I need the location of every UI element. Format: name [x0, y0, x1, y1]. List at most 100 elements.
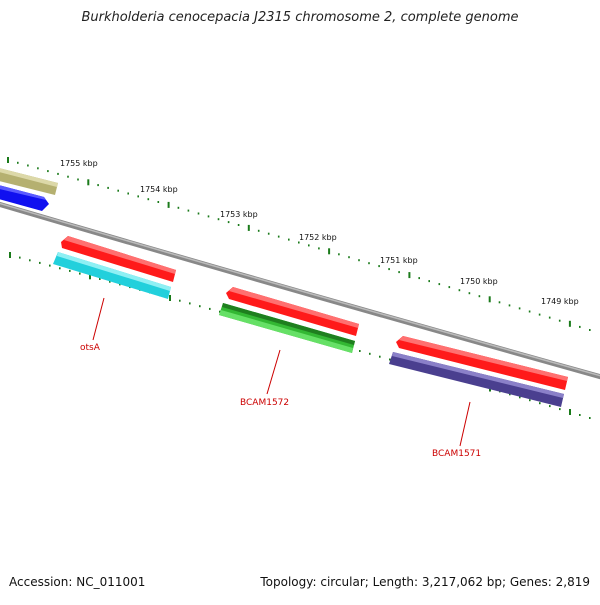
minor-tick-mark	[458, 289, 461, 292]
gene-feature-otsA-red[interactable]	[61, 236, 176, 282]
minor-tick-mark	[379, 355, 381, 358]
minor-tick-mark	[77, 178, 79, 181]
gene-feature-bcam1571-purple[interactable]	[389, 352, 564, 407]
minor-tick-mark	[528, 310, 531, 313]
tick-label: 1754 kbp	[140, 185, 178, 194]
minor-tick-mark	[498, 301, 501, 304]
minor-tick-mark	[59, 267, 61, 270]
minor-tick-mark	[448, 286, 451, 289]
minor-tick-mark	[107, 186, 109, 189]
minor-tick-mark	[288, 238, 290, 241]
tick-label: 1751 kbp	[380, 256, 418, 265]
major-tick-mark	[328, 248, 331, 255]
minor-tick-mark	[157, 201, 160, 203]
minor-tick-mark	[579, 414, 581, 416]
minor-tick-mark	[119, 283, 121, 286]
minor-tick-mark	[308, 244, 310, 247]
minor-tick-mark	[388, 268, 390, 271]
minor-tick-mark	[358, 259, 360, 262]
minor-tick-mark	[187, 209, 190, 212]
minor-tick-mark	[579, 325, 581, 328]
minor-tick-mark	[418, 277, 420, 280]
minor-tick-mark	[438, 283, 441, 286]
minor-tick-mark	[49, 264, 51, 267]
gene-feature-bcam1571-red[interactable]	[396, 336, 568, 390]
minor-tick-mark	[509, 393, 511, 396]
minor-tick-mark	[539, 402, 541, 405]
minor-tick-mark	[589, 417, 591, 419]
gene-feature-blue[interactable]	[0, 184, 49, 211]
minor-tick-mark	[378, 265, 380, 268]
outer-tick-ruler	[7, 157, 591, 331]
major-tick-mark	[569, 409, 571, 415]
minor-tick-mark	[548, 316, 551, 319]
minor-tick-mark	[368, 262, 370, 265]
minor-tick-mark	[147, 198, 150, 201]
minor-tick-mark	[359, 350, 361, 352]
minor-tick-mark	[189, 302, 191, 305]
minor-tick-mark	[237, 224, 240, 226]
minor-tick-mark	[298, 241, 300, 244]
minor-tick-mark	[529, 399, 531, 402]
minor-tick-mark	[318, 247, 320, 250]
gene-feature-bcam1572-red[interactable]	[226, 287, 359, 336]
tick-label: 1755 kbp	[60, 159, 98, 168]
major-tick-mark	[169, 295, 171, 301]
minor-tick-mark	[27, 164, 29, 167]
major-tick-mark	[488, 296, 491, 303]
minor-tick-mark	[79, 272, 81, 275]
minor-tick-mark	[519, 396, 521, 399]
minor-tick-mark	[99, 278, 101, 280]
gene-feature-khaki[interactable]	[0, 167, 58, 195]
minor-tick-mark	[538, 313, 541, 316]
tick-label: 1750 kbp	[460, 277, 498, 286]
minor-tick-mark	[67, 175, 69, 178]
accession-text: Accession: NC_011001	[9, 575, 146, 589]
gene-feature-bcam1572-green[interactable]	[219, 303, 355, 353]
minor-tick-mark	[559, 408, 561, 411]
minor-tick-mark	[47, 170, 49, 173]
major-tick-mark	[7, 157, 9, 163]
minor-tick-mark	[207, 215, 210, 218]
minor-tick-mark	[209, 307, 211, 310]
major-tick-mark	[89, 273, 91, 280]
minor-tick-mark	[219, 310, 221, 313]
minor-tick-mark	[257, 229, 260, 232]
gene-label-bcam1572[interactable]: BCAM1572	[240, 398, 289, 408]
minor-tick-mark	[97, 184, 99, 187]
major-tick-mark	[247, 224, 250, 231]
minor-tick-mark	[127, 192, 129, 195]
minor-tick-mark	[227, 221, 230, 224]
minor-tick-mark	[39, 261, 41, 264]
map-title: Burkholderia cenocepacia J2315 chromosom…	[81, 10, 519, 25]
gene-label-otsA[interactable]: otsA	[80, 343, 101, 353]
minor-tick-mark	[177, 206, 180, 209]
genome-summary-text: Topology: circular; Length: 3,217,062 bp…	[260, 575, 590, 589]
minor-tick-mark	[19, 256, 21, 259]
minor-tick-mark	[17, 161, 19, 164]
gene-label-bcam1571[interactable]: BCAM1571	[432, 449, 481, 459]
minor-tick-mark	[508, 304, 511, 307]
minor-tick-mark	[338, 253, 340, 256]
minor-tick-mark	[428, 280, 430, 283]
tick-labels: 1755 kbp 1754 kbp 1753 kbp 1752 kbp 1751…	[60, 159, 579, 306]
bcam1572-leader-line	[266, 349, 281, 395]
minor-tick-mark	[277, 235, 280, 238]
major-tick-mark	[568, 320, 571, 327]
tick-label: 1752 kbp	[299, 233, 337, 242]
major-tick-mark	[87, 179, 90, 186]
minor-tick-mark	[137, 195, 139, 198]
minor-tick-mark	[217, 218, 220, 221]
minor-tick-mark	[398, 271, 400, 274]
minor-tick-mark	[589, 329, 591, 331]
gene-feature-otsA-cyan[interactable]	[53, 252, 171, 299]
minor-tick-mark	[199, 305, 201, 308]
bcam1571-leader-line	[459, 401, 471, 447]
minor-tick-mark	[197, 212, 200, 215]
minor-tick-mark	[109, 280, 111, 283]
minor-tick-mark	[478, 295, 481, 298]
minor-tick-mark	[468, 292, 471, 295]
minor-tick-mark	[69, 269, 71, 272]
